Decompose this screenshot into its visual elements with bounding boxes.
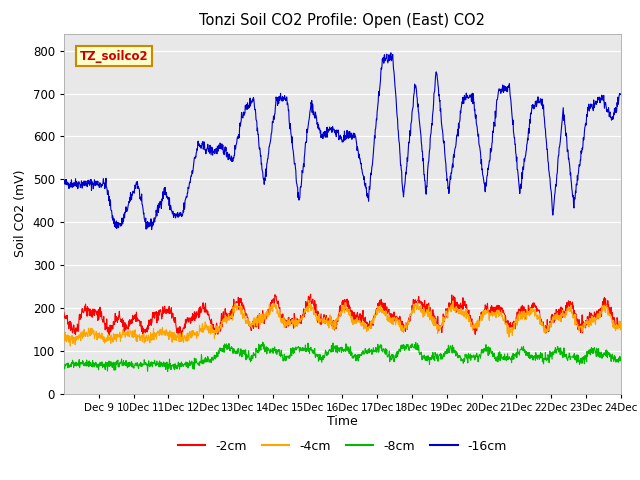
- Text: TZ_soilco2: TZ_soilco2: [79, 50, 148, 63]
- X-axis label: Time: Time: [327, 415, 358, 429]
- Legend: -2cm, -4cm, -8cm, -16cm: -2cm, -4cm, -8cm, -16cm: [173, 434, 512, 457]
- Title: Tonzi Soil CO2 Profile: Open (East) CO2: Tonzi Soil CO2 Profile: Open (East) CO2: [200, 13, 485, 28]
- Y-axis label: Soil CO2 (mV): Soil CO2 (mV): [14, 170, 27, 257]
